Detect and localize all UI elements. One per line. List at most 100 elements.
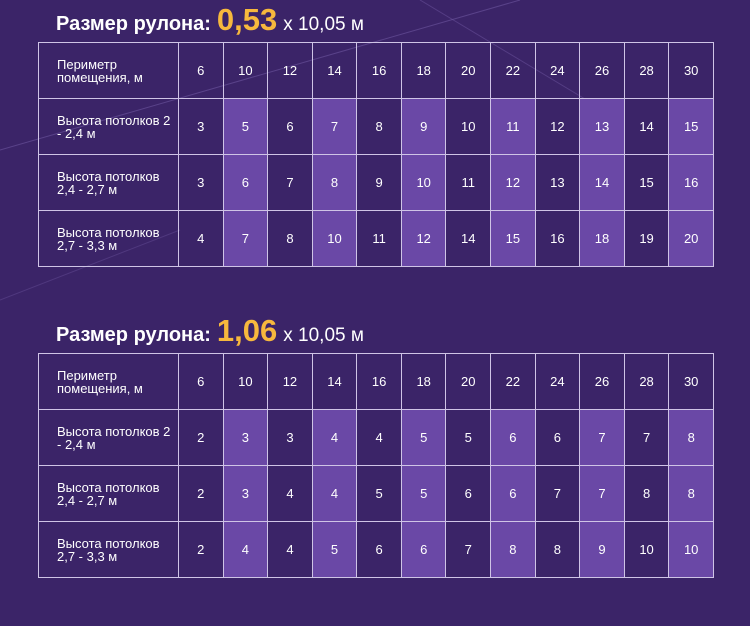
roll-count-cell: 8 [668,465,714,522]
roll-count-cell: 16 [668,154,714,211]
roll-count-cell: 4 [311,465,358,522]
table-row: Высота потолков 2,7 - 3,3 м 4 7 8 10 11 12 14 15… [38,210,714,267]
ceiling-height-label: Высота потолков 2 - 2,4 м [38,409,179,466]
perimeter-value: 10 [222,353,269,410]
roll-count-cell: 7 [311,98,358,155]
perimeter-value: 12 [267,353,313,410]
roll-count-cell: 4 [267,465,313,522]
table-title: Размер рулона: 0,53 х 10,05 м [38,2,714,42]
ceiling-height-label: Высота потолков 2,7 - 3,3 м [38,521,179,578]
perimeter-value: 16 [356,42,402,99]
roll-count-cell: 4 [222,521,269,578]
roll-count-cell: 7 [623,409,670,466]
roll-count-cell: 6 [445,465,492,522]
roll-count-cell: 4 [356,409,402,466]
roll-count-cell: 11 [490,98,536,155]
roll-count-cell: 6 [267,98,313,155]
roll-count-cell: 5 [356,465,402,522]
roll-count-cell: 6 [356,521,402,578]
roll-count-cell: 15 [490,210,536,267]
header-row: Периметр помещения, м 6 10 12 14 16 18 20 22 24 26… [38,353,714,410]
perimeter-value: 26 [579,42,625,99]
roll-length-text: х 10,05 м [283,325,364,346]
perimeter-value: 24 [534,353,581,410]
roll-count-cell: 4 [178,210,224,267]
roll-count-cell: 7 [222,210,269,267]
roll-count-cell: 15 [623,154,670,211]
perimeter-value: 14 [311,353,358,410]
roll-count-cell: 4 [311,409,358,466]
perimeter-value: 30 [668,353,714,410]
perimeter-value: 18 [400,353,447,410]
roll-count-cell: 10 [445,98,492,155]
table-row: Высота потолков 2,7 - 3,3 м 2 4 4 5 6 6 7 8 8 9 10 1… [38,521,714,578]
roll-width-value: 1,06 [216,313,278,348]
roll-count-cell: 11 [356,210,402,267]
roll-count-cell: 3 [178,154,224,211]
perimeter-value: 26 [579,353,625,410]
table-row: Высота потолков 2,4 - 2,7 м 3 6 7 8 9 10 11 12 13… [38,154,714,211]
roll-count-cell: 3 [222,465,269,522]
roll-count-cell: 7 [445,521,492,578]
roll-width-value: 0,53 [216,2,278,37]
roll-count-cell: 9 [579,521,625,578]
roll-table-block-1: Размер рулона: 0,53 х 10,05 м Периметр п… [38,2,714,267]
perimeter-value: 12 [267,42,313,99]
ceiling-height-label: Высота потолков 2,4 - 2,7 м [38,154,179,211]
perimeter-value: 20 [445,42,492,99]
roll-count-cell: 8 [490,521,536,578]
roll-count-cell: 7 [579,409,625,466]
roll-count-cell: 3 [222,409,269,466]
table-title: Размер рулона: 1,06 х 10,05 м [38,313,714,353]
roll-count-cell: 3 [178,98,224,155]
roll-count-cell: 7 [267,154,313,211]
roll-count-cell: 8 [623,465,670,522]
roll-count-cell: 9 [400,98,447,155]
roll-count-cell: 14 [623,98,670,155]
roll-count-cell: 5 [400,409,447,466]
roll-table-block-2: Размер рулона: 1,06 х 10,05 м Периметр п… [38,313,714,578]
roll-count-cell: 8 [668,409,714,466]
roll-count-cell: 5 [222,98,269,155]
ceiling-height-label: Высота потолков 2,4 - 2,7 м [38,465,179,522]
roll-count-cell: 5 [400,465,447,522]
perimeter-value: 20 [445,353,492,410]
roll-count-cell: 14 [445,210,492,267]
roll-count-cell: 15 [668,98,714,155]
roll-count-cell: 10 [311,210,358,267]
perimeter-value: 16 [356,353,402,410]
roll-count-cell: 8 [356,98,402,155]
roll-count-cell: 18 [579,210,625,267]
roll-count-cell: 4 [267,521,313,578]
roll-count-cell: 11 [445,154,492,211]
perimeter-value: 6 [178,42,224,99]
roll-length-text: х 10,05 м [283,14,364,35]
roll-count-cell: 6 [400,521,447,578]
roll-count-cell: 10 [623,521,670,578]
wallpaper-table: Периметр помещения, м 6 10 12 14 16 18 20 22 24 26… [38,353,714,578]
perimeter-value: 22 [490,42,536,99]
perimeter-value: 28 [623,353,670,410]
wallpaper-table: Периметр помещения, м 6 10 12 14 16 18 20 22 24 26… [38,42,714,267]
roll-count-cell: 6 [534,409,581,466]
perimeter-value: 14 [311,42,358,99]
roll-count-cell: 9 [356,154,402,211]
roll-count-cell: 2 [178,465,224,522]
roll-count-cell: 2 [178,409,224,466]
roll-count-cell: 6 [490,465,536,522]
perimeter-value: 10 [222,42,269,99]
roll-count-cell: 7 [534,465,581,522]
perimeter-label: Периметр помещения, м [38,353,179,410]
title-prefix: Размер рулона: [56,13,211,35]
perimeter-value: 22 [490,353,536,410]
roll-count-cell: 12 [490,154,536,211]
title-prefix: Размер рулона: [56,324,211,346]
roll-count-cell: 16 [534,210,581,267]
roll-count-cell: 10 [400,154,447,211]
ceiling-height-label: Высота потолков 2,7 - 3,3 м [38,210,179,267]
ceiling-height-label: Высота потолков 2 - 2,4 м [38,98,179,155]
roll-count-cell: 14 [579,154,625,211]
roll-count-cell: 5 [445,409,492,466]
perimeter-value: 6 [178,353,224,410]
